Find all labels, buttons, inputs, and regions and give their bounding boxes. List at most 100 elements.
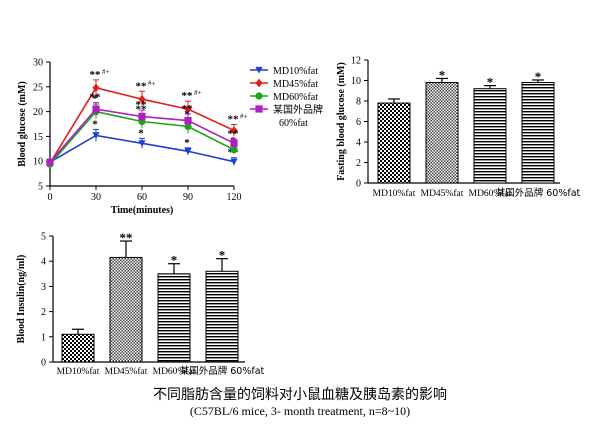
x-tick-label: 0 <box>48 192 53 203</box>
y-tick-label: 15 <box>33 132 43 143</box>
data-point <box>184 116 192 125</box>
series-3: **** **** <box>46 92 239 166</box>
bar <box>109 256 143 363</box>
y-tick-label: 25 <box>33 82 43 93</box>
data-point <box>138 112 146 121</box>
significance-label: #+ <box>102 68 110 76</box>
figure-caption-title: 不同脂肪含量的饲料对小鼠血糖及胰岛素的影响 <box>153 387 447 403</box>
series-1: ** #+** #+** #+** #+ <box>46 68 248 168</box>
significance-label: ** <box>136 104 148 116</box>
y-tick-label: 10 <box>351 76 361 87</box>
y-tick-label: 6 <box>356 117 361 128</box>
significance-label: #+ <box>194 89 202 97</box>
y-tick-label: 10 <box>33 157 43 168</box>
legend-item-0: MD10%fat <box>250 66 318 77</box>
bar <box>157 273 191 363</box>
significance-label: * <box>219 248 226 263</box>
bar <box>377 102 411 184</box>
y-tick-label: 3 <box>41 282 46 293</box>
category-label: MD45%fat <box>421 188 464 199</box>
y-tick-label: 0 <box>356 179 361 190</box>
bar <box>205 270 239 363</box>
data-point <box>138 140 146 147</box>
legend-item-3: 某国外品牌 60%fat <box>250 103 323 129</box>
figure-caption-subtitle: (C57BL/6 mice, 3- month treatment, n=8~1… <box>189 404 411 418</box>
category-label: 某国外品牌 60%fat <box>180 365 265 377</box>
x-axis-title: Time(minutes) <box>111 205 174 216</box>
data-point <box>92 105 100 113</box>
significance-label: * <box>487 75 494 90</box>
significance-label: ** <box>228 128 240 140</box>
significance-label: ** <box>90 69 102 81</box>
legend-label: 某国外品牌 <box>273 103 323 116</box>
data-point <box>138 95 146 104</box>
bar <box>61 333 95 363</box>
legend-marker <box>255 105 263 113</box>
category-label: MD10%fat <box>57 366 100 377</box>
data-point <box>230 126 238 135</box>
data-point <box>46 158 54 166</box>
significance-label: ** <box>182 103 194 115</box>
x-tick-label: 30 <box>91 192 101 203</box>
y-tick-label: 4 <box>356 138 361 149</box>
legend-label: 60%fat <box>279 118 308 129</box>
significance-label: ** <box>182 90 194 102</box>
category-label: MD45%fat <box>105 366 148 377</box>
significance-label: * <box>92 93 98 105</box>
category-label: 某国外品牌 60%fat <box>496 187 581 199</box>
y-tick-label: 0 <box>41 358 46 369</box>
bar-2: * <box>473 75 507 184</box>
y-tick-label: 4 <box>41 257 46 268</box>
x-tick-label: 90 <box>183 192 193 203</box>
significance-label: ** <box>136 99 148 111</box>
y-tick-label: 30 <box>33 58 43 69</box>
bar-2: * <box>157 253 191 363</box>
y-tick-label: 12 <box>351 56 361 67</box>
bar-0 <box>377 98 411 184</box>
significance-label: #+ <box>148 79 156 87</box>
glucose-tolerance-chart: 5 10 15 20 25 30 0 30 60 90 120 Time(minutes) Blood … <box>17 58 323 217</box>
data-point <box>92 83 100 92</box>
bar <box>521 82 555 184</box>
y-tick-label: 5 <box>41 232 46 243</box>
significance-label: ** <box>136 80 148 92</box>
data-point <box>230 139 238 147</box>
x-tick-label: 60 <box>137 192 147 203</box>
bar-3: * <box>205 248 239 363</box>
bar <box>473 88 507 184</box>
y-axis-title: Fasting blood glucose (mM) <box>336 62 347 181</box>
significance-label: * <box>171 253 178 268</box>
data-point <box>184 148 192 155</box>
data-point <box>230 146 238 154</box>
significance-label: ** <box>90 92 102 104</box>
significance-label: * <box>184 137 190 149</box>
bar-1: * <box>425 67 459 184</box>
y-tick-label: 8 <box>356 97 361 108</box>
significance-label: #+ <box>240 112 248 120</box>
significance-label: * <box>439 67 446 82</box>
significance-label: * <box>92 118 98 130</box>
bar-0 <box>61 328 95 363</box>
legend-item-2: MD60%fat <box>250 92 318 103</box>
data-point <box>92 132 100 140</box>
y-axis-title: Blood Insulin(ng/ml) <box>16 255 27 344</box>
y-tick-label: 2 <box>356 158 361 169</box>
y-tick-label: 20 <box>33 107 43 118</box>
significance-label: * <box>138 127 144 139</box>
legend-marker <box>255 92 263 100</box>
legend-label: MD45%fat <box>273 79 318 90</box>
bar <box>425 82 459 184</box>
data-point <box>230 158 238 166</box>
legend-marker <box>255 66 263 74</box>
significance-label: ** <box>228 113 240 125</box>
x-tick-label: 120 <box>227 192 242 203</box>
legend-label: MD10%fat <box>273 66 318 77</box>
y-axis-title: Blood glucose (mM) <box>17 81 28 167</box>
category-label: MD10%fat <box>373 188 416 199</box>
bar-1: ** <box>109 230 143 363</box>
significance-label: * <box>535 69 542 84</box>
y-tick-label: 2 <box>41 307 46 318</box>
data-point <box>184 104 192 114</box>
